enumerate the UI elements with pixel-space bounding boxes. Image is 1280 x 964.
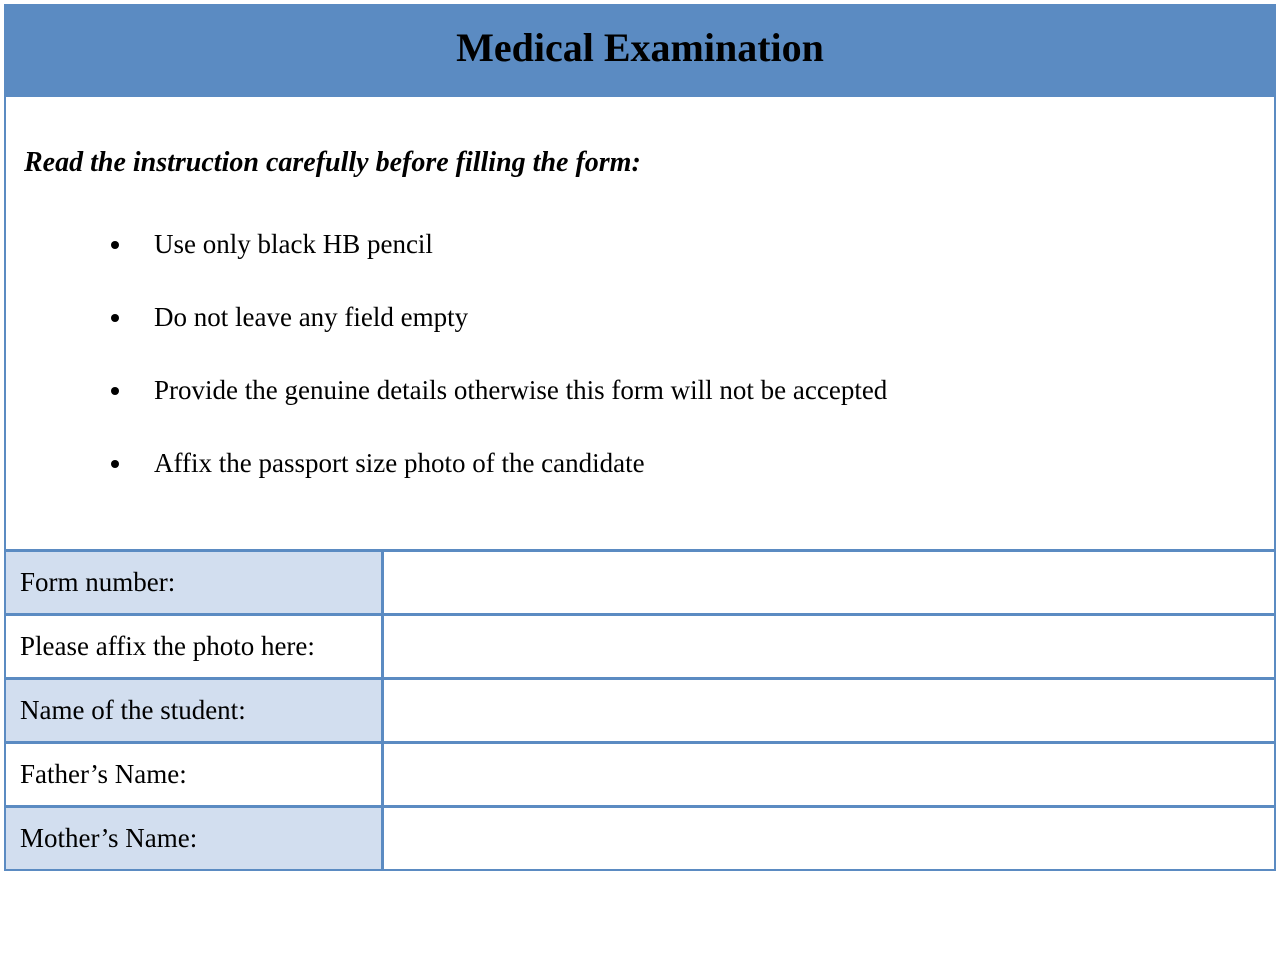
table-row: Please affix the photo here: (6, 613, 1274, 677)
field-value-mother-name[interactable] (384, 805, 1274, 869)
form-title: Medical Examination (6, 24, 1274, 71)
table-row: Father’s Name: (6, 741, 1274, 805)
instruction-item: Affix the passport size photo of the can… (134, 448, 1256, 479)
instructions-list: Use only black HB pencil Do not leave an… (24, 229, 1256, 479)
instruction-item: Provide the genuine details otherwise th… (134, 375, 1256, 406)
field-value-form-number[interactable] (384, 549, 1274, 613)
field-label-form-number: Form number: (6, 549, 384, 613)
fields-table: Form number: Please affix the photo here… (6, 549, 1274, 869)
table-row: Name of the student: (6, 677, 1274, 741)
instruction-item: Do not leave any field empty (134, 302, 1256, 333)
instructions-heading: Read the instruction carefully before fi… (24, 147, 1256, 179)
field-label-mother-name: Mother’s Name: (6, 805, 384, 869)
instructions-section: Read the instruction carefully before fi… (6, 97, 1274, 549)
instruction-item: Use only black HB pencil (134, 229, 1256, 260)
field-label-father-name: Father’s Name: (6, 741, 384, 805)
field-label-photo: Please affix the photo here: (6, 613, 384, 677)
form-container: Medical Examination Read the instruction… (4, 4, 1276, 871)
field-value-photo[interactable] (384, 613, 1274, 677)
table-row: Form number: (6, 549, 1274, 613)
form-header: Medical Examination (6, 6, 1274, 97)
field-value-father-name[interactable] (384, 741, 1274, 805)
table-row: Mother’s Name: (6, 805, 1274, 869)
field-label-student-name: Name of the student: (6, 677, 384, 741)
field-value-student-name[interactable] (384, 677, 1274, 741)
